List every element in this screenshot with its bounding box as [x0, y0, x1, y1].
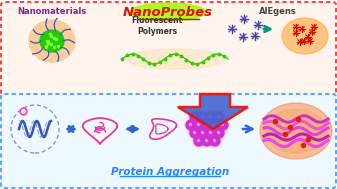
Circle shape — [194, 120, 204, 130]
Circle shape — [214, 112, 224, 122]
Circle shape — [188, 126, 202, 139]
Circle shape — [188, 111, 202, 123]
Ellipse shape — [282, 18, 328, 54]
Ellipse shape — [260, 103, 332, 159]
Circle shape — [198, 128, 208, 138]
Circle shape — [214, 128, 224, 138]
Circle shape — [202, 136, 212, 146]
Ellipse shape — [125, 49, 225, 69]
Circle shape — [210, 136, 220, 146]
Circle shape — [190, 128, 200, 138]
Circle shape — [184, 119, 197, 132]
Circle shape — [209, 135, 221, 147]
Circle shape — [186, 120, 196, 130]
Ellipse shape — [266, 109, 326, 153]
Circle shape — [205, 126, 217, 139]
Circle shape — [209, 119, 221, 132]
Ellipse shape — [29, 20, 75, 62]
FancyBboxPatch shape — [1, 94, 336, 188]
Circle shape — [196, 126, 210, 139]
Circle shape — [192, 119, 206, 132]
Circle shape — [192, 135, 206, 147]
Circle shape — [198, 112, 208, 122]
Text: Fluorescent
Polymers: Fluorescent Polymers — [131, 16, 183, 36]
Circle shape — [202, 120, 212, 130]
Circle shape — [206, 128, 216, 138]
Text: AIEgens: AIEgens — [259, 6, 297, 15]
Circle shape — [194, 136, 204, 146]
Ellipse shape — [130, 3, 206, 21]
Circle shape — [218, 120, 228, 130]
Circle shape — [205, 111, 217, 123]
Text: Nanomaterials: Nanomaterials — [18, 6, 87, 15]
Circle shape — [210, 120, 220, 130]
Circle shape — [213, 126, 225, 139]
Circle shape — [190, 112, 200, 122]
Polygon shape — [178, 94, 248, 129]
Circle shape — [213, 111, 225, 123]
Ellipse shape — [40, 30, 64, 52]
Text: Protein Aggregation: Protein Aggregation — [111, 167, 229, 177]
FancyBboxPatch shape — [1, 2, 336, 97]
Circle shape — [201, 135, 214, 147]
Circle shape — [201, 119, 214, 132]
Circle shape — [216, 119, 229, 132]
Circle shape — [196, 111, 210, 123]
Circle shape — [206, 112, 216, 122]
Text: NanoProbes: NanoProbes — [123, 6, 213, 19]
